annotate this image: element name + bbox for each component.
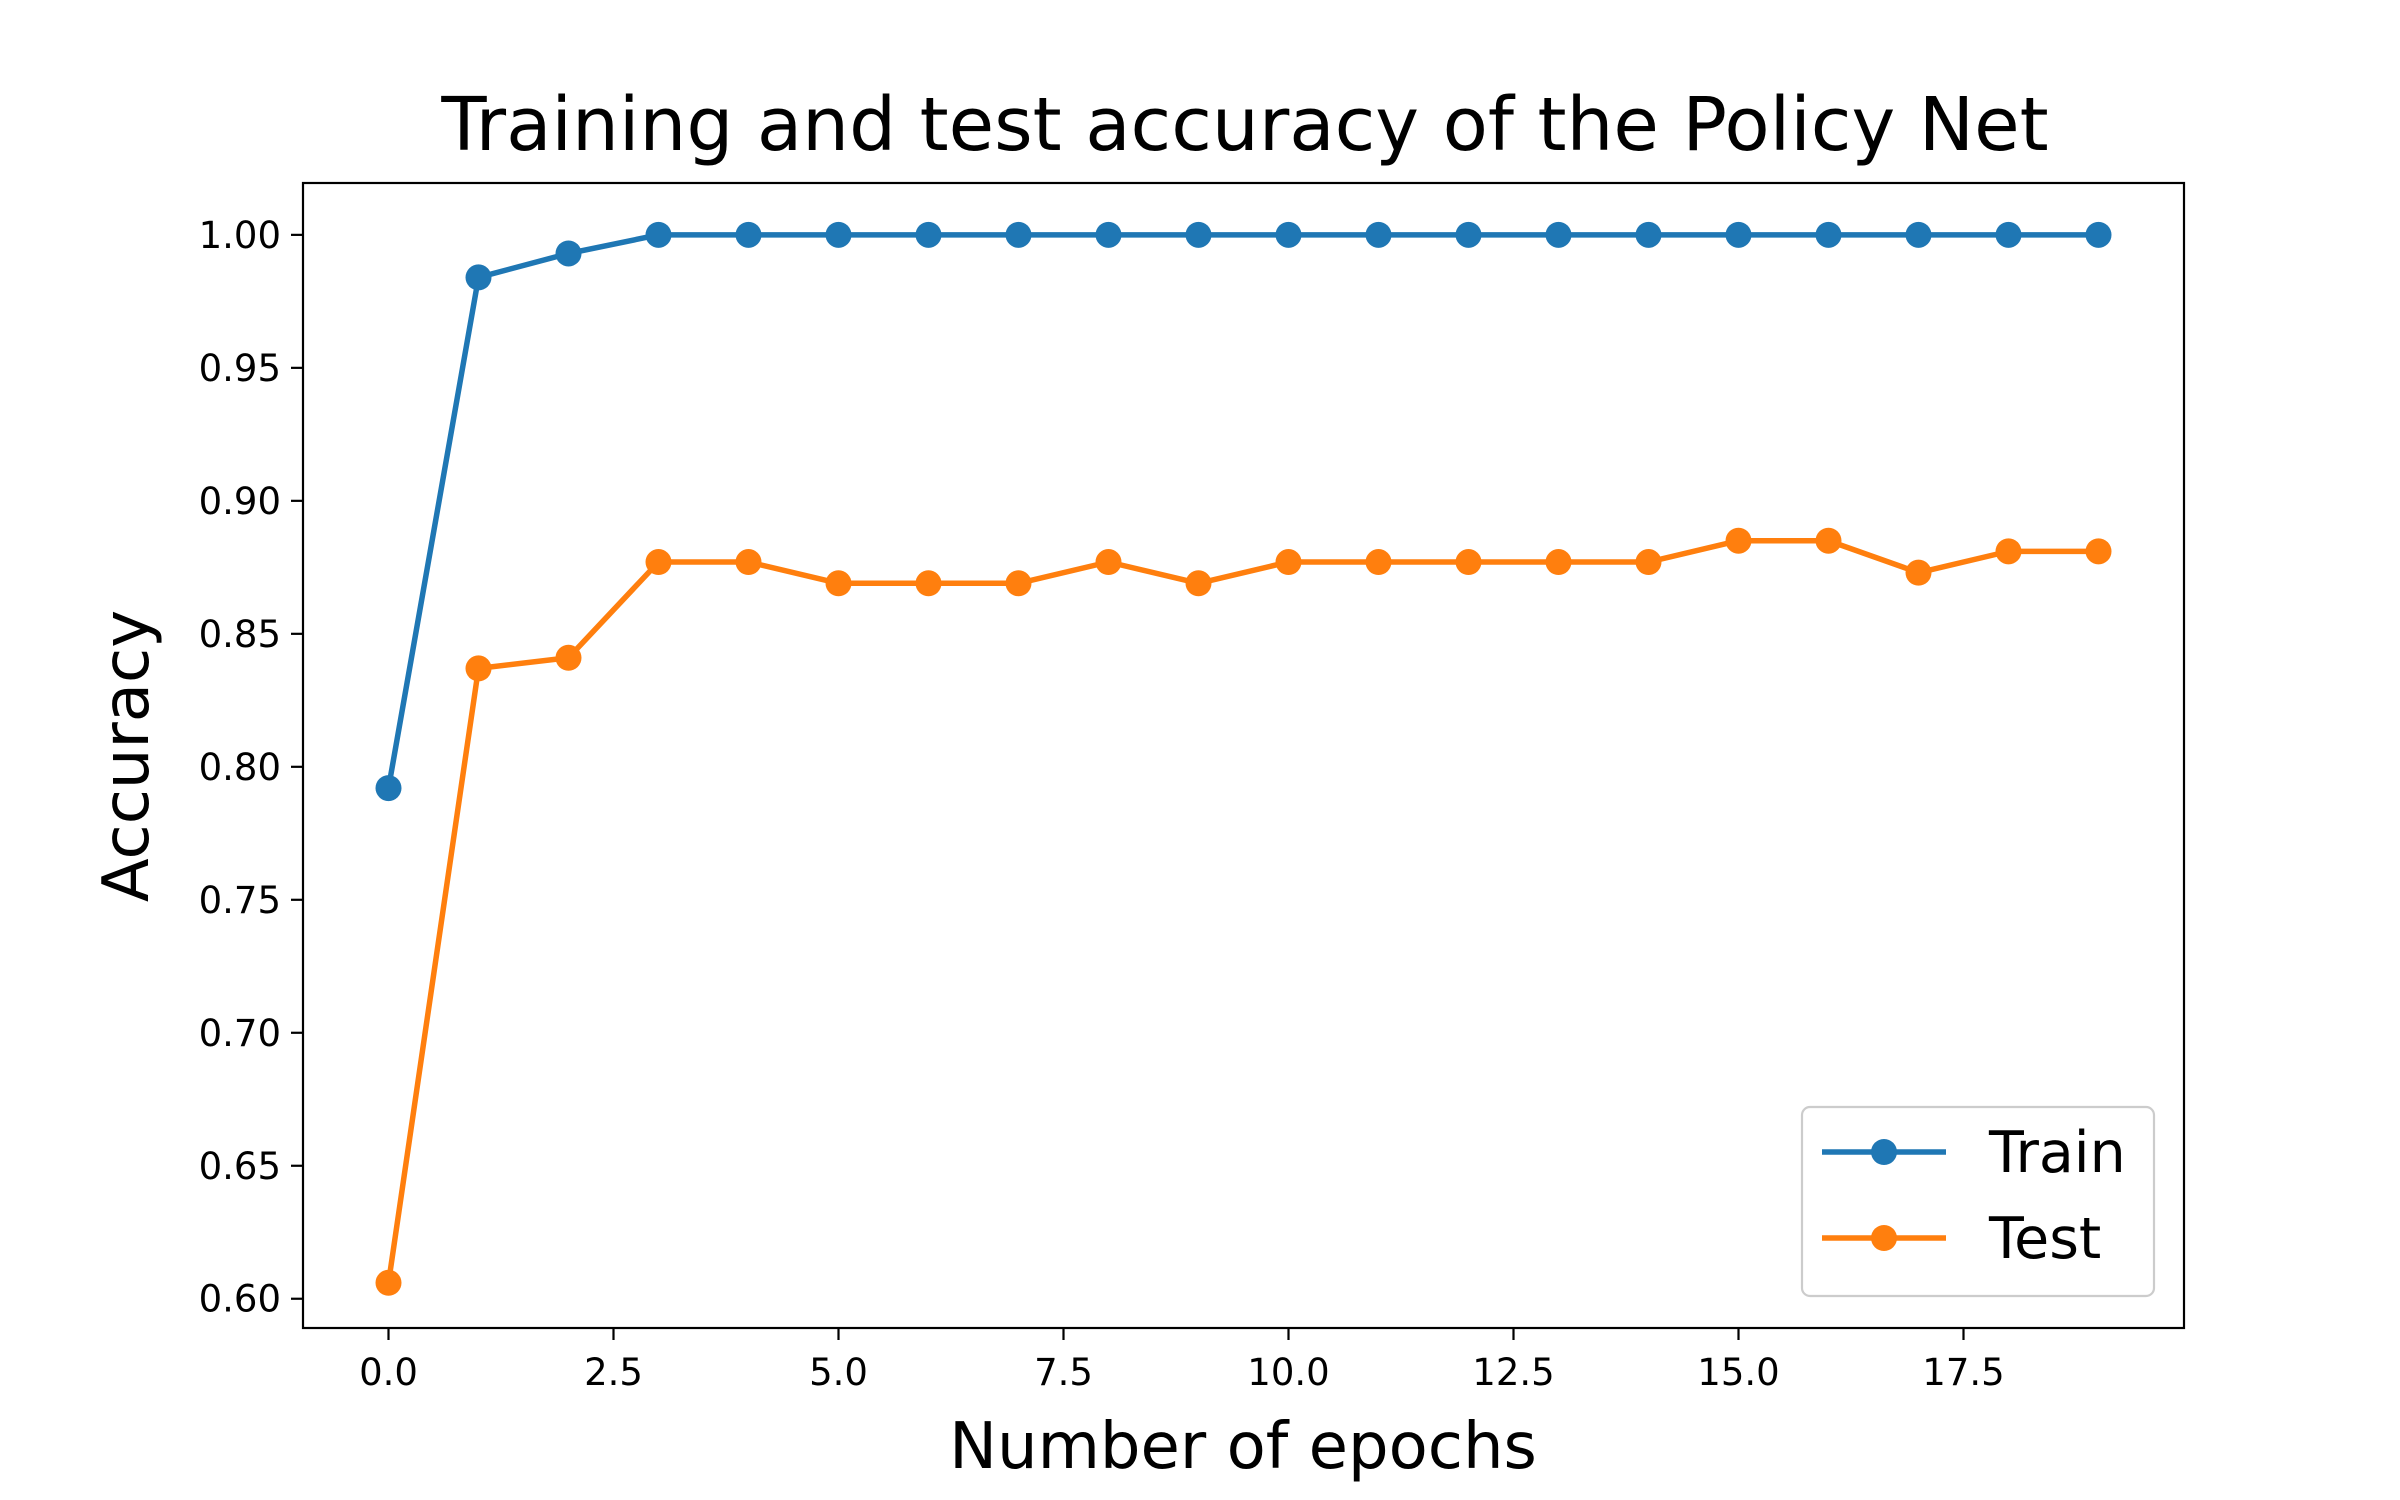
data-point-test bbox=[1365, 549, 1392, 576]
tick-layer: 0.0 2.5 5.0 7.5 10.0 12.5 15.0 17.5 0.60 0.65 0.70… bbox=[199, 214, 2005, 1394]
x-tick-label: 17.5 bbox=[1922, 1351, 2004, 1394]
series-train bbox=[375, 221, 2112, 802]
data-point-train bbox=[645, 221, 672, 248]
data-point-train bbox=[375, 775, 402, 802]
data-point-train bbox=[1815, 221, 1842, 248]
plot-frame bbox=[301, 181, 2186, 1330]
data-point-test bbox=[375, 1269, 402, 1296]
y-axis-label: Accuracy bbox=[90, 610, 164, 902]
data-point-test bbox=[1635, 549, 1662, 576]
chart-title: Training and test accuracy of the Policy… bbox=[440, 82, 2048, 168]
y-tick-label: 0.85 bbox=[199, 613, 281, 656]
data-point-test bbox=[1725, 527, 1752, 554]
data-point-train bbox=[1905, 221, 1932, 248]
data-point-test bbox=[915, 570, 942, 597]
data-point-test bbox=[1185, 570, 1212, 597]
series-line-train bbox=[385, 232, 2102, 792]
x-axis-label: Number of epochs bbox=[949, 1410, 1537, 1484]
series-layer bbox=[375, 221, 2112, 1296]
data-point-train bbox=[1095, 221, 1122, 248]
data-point-train bbox=[1185, 221, 1212, 248]
data-point-test bbox=[1275, 549, 1302, 576]
data-point-test bbox=[1905, 559, 1932, 586]
data-point-test bbox=[555, 644, 582, 671]
data-point-test bbox=[1455, 549, 1482, 576]
legend: Train Test bbox=[1800, 1105, 2156, 1298]
y-tick-label: 0.70 bbox=[199, 1012, 281, 1055]
legend-marker-train bbox=[1871, 1139, 1897, 1165]
data-point-train bbox=[1365, 221, 1392, 248]
data-point-test bbox=[735, 549, 762, 576]
data-point-test bbox=[645, 549, 672, 576]
data-point-train bbox=[1455, 221, 1482, 248]
y-tick-label: 0.90 bbox=[199, 480, 281, 523]
data-point-train bbox=[1275, 221, 1302, 248]
series-line-test bbox=[385, 537, 2102, 1286]
data-point-train bbox=[915, 221, 942, 248]
y-tick-label: 0.75 bbox=[199, 879, 281, 922]
x-tick-label: 5.0 bbox=[809, 1351, 868, 1394]
legend-label-train: Train bbox=[1988, 1120, 2126, 1186]
x-tick-label: 2.5 bbox=[584, 1351, 643, 1394]
y-tick-label: 1.00 bbox=[199, 214, 281, 257]
data-point-train bbox=[1725, 221, 1752, 248]
data-point-test bbox=[1545, 549, 1572, 576]
data-point-train bbox=[825, 221, 852, 248]
data-point-test bbox=[2085, 538, 2112, 565]
data-point-test bbox=[465, 655, 492, 682]
series-test bbox=[375, 527, 2112, 1296]
x-tick-label: 7.5 bbox=[1034, 1351, 1093, 1394]
y-tick-label: 0.60 bbox=[199, 1278, 281, 1321]
data-point-test bbox=[1005, 570, 1032, 597]
x-tick-label: 12.5 bbox=[1472, 1351, 1554, 1394]
data-point-train bbox=[1545, 221, 1572, 248]
data-point-train bbox=[1005, 221, 1032, 248]
data-point-test bbox=[1995, 538, 2022, 565]
data-point-train bbox=[2085, 221, 2112, 248]
data-point-train bbox=[465, 264, 492, 291]
data-point-test bbox=[825, 570, 852, 597]
y-tick-label: 0.65 bbox=[199, 1145, 281, 1188]
x-tick-label: 15.0 bbox=[1697, 1351, 1779, 1394]
legend-label-test: Test bbox=[1988, 1206, 2101, 1272]
data-point-train bbox=[1995, 221, 2022, 248]
data-point-test bbox=[1095, 549, 1122, 576]
data-point-train bbox=[555, 240, 582, 267]
data-point-train bbox=[1635, 221, 1662, 248]
y-tick-label: 0.80 bbox=[199, 746, 281, 789]
data-point-train bbox=[735, 221, 762, 248]
data-point-test bbox=[1815, 527, 1842, 554]
y-tick-label: 0.95 bbox=[199, 347, 281, 390]
x-tick-label: 10.0 bbox=[1247, 1351, 1329, 1394]
legend-marker-test bbox=[1871, 1225, 1897, 1251]
x-tick-label: 0.0 bbox=[359, 1351, 418, 1394]
